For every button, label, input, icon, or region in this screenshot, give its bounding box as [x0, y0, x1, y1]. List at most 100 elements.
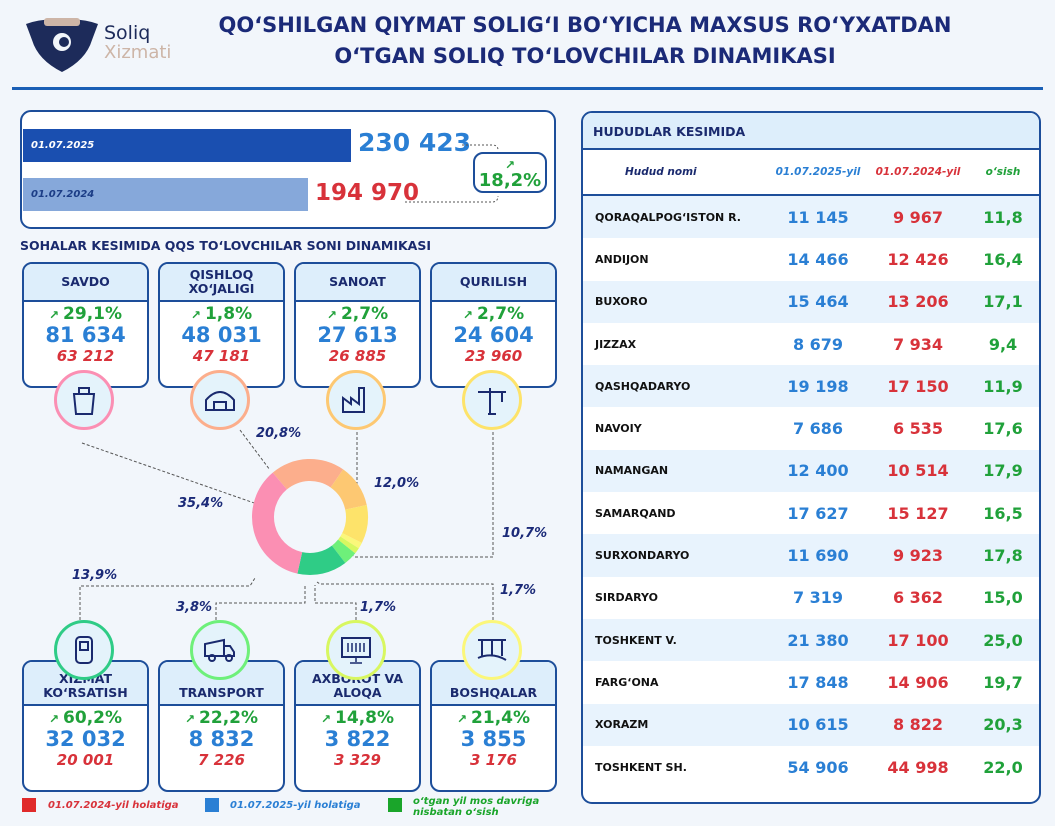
header-divider: [12, 87, 1043, 90]
sector-growth: ↗ 1,8%: [160, 304, 283, 324]
sector-name: QURILISH: [432, 264, 555, 302]
sector-value-2024: 3 329: [334, 751, 381, 769]
region-2025: 17 848: [787, 672, 849, 692]
soliq-xizmati-logo: [22, 10, 192, 78]
table-body: QORAQALPOG‘ISTON R. 11 145 9 967 11,8 AN…: [583, 196, 1039, 788]
legend-swatch-2025: [205, 798, 219, 812]
value-2025: 230 423: [358, 128, 472, 157]
table-row: QASHQADARYO 19 198 17 150 11,9: [583, 365, 1039, 408]
sector-value-2025: 48 031: [181, 323, 262, 347]
region-2024: 7 934: [892, 334, 944, 354]
region-name: SURXONDARYO: [595, 549, 690, 563]
share-label-transport: 3,8%: [176, 600, 213, 615]
region-growth: 9,4: [988, 334, 1018, 354]
sector-name: SANOAT: [296, 264, 419, 302]
region-growth: 17,1: [983, 292, 1023, 312]
region-2025: 19 198: [787, 376, 849, 396]
page-title: QO‘SHILGAN QIYMAT SOLIG‘I BO‘YICHA MAXSU…: [190, 10, 980, 72]
trend-up-icon: ↗: [48, 712, 60, 726]
header-2025: 01.07.2025-yil: [775, 166, 861, 178]
logo-text-xizmati: Xizmati: [104, 42, 172, 63]
trend-up-icon: ↗: [326, 308, 337, 322]
region-name: TOSHKENT SH.: [595, 760, 687, 774]
region-2025: 11 690: [787, 546, 849, 566]
region-2024: 8 822: [892, 715, 944, 735]
sector-growth-value: 22,2%: [199, 708, 259, 728]
region-2025: 21 380: [787, 630, 849, 650]
regions-title: HUDUDLAR KESIMIDA: [583, 113, 1039, 150]
region-2025: 17 627: [787, 503, 849, 523]
table-row: FARG‘ONA 17 848 14 906 19,7: [583, 661, 1039, 703]
table-row: XORAZM 10 615 8 822 20,3: [583, 703, 1039, 746]
region-2025: 10 615: [787, 715, 849, 735]
trend-up-icon: ↗: [456, 712, 468, 726]
sector-name: SAVDO: [24, 264, 147, 302]
sector-value-2024: 23 960: [464, 347, 523, 365]
region-name: NAVOIY: [595, 422, 642, 436]
region-growth: 19,7: [983, 672, 1023, 692]
trend-up-icon: ↗: [320, 712, 332, 726]
region-2024: 12 426: [887, 249, 949, 269]
table-header-row: Hudud nomi 01.07.2025-yil 01.07.2024-yil…: [583, 150, 1039, 196]
region-2024: 14 906: [887, 672, 949, 692]
trend-up-icon: ↗: [190, 308, 201, 322]
trend-up-icon: ↗: [462, 308, 473, 322]
header-growth: o‘sish: [985, 166, 1021, 178]
share-label-sanoat: 12,0%: [374, 476, 420, 491]
sector-growth-value: 60,2%: [63, 708, 123, 728]
sector-value-2025: 32 032: [45, 727, 126, 751]
header-region: Hudud nomi: [625, 166, 697, 178]
greenhouse-icon: [190, 370, 250, 430]
region-2024: 10 514: [887, 461, 949, 481]
region-growth: 11,9: [983, 376, 1023, 396]
share-label-qishloq: 20,8%: [256, 426, 302, 441]
region-2025: 11 145: [787, 207, 849, 227]
region-name: FARG‘ONA: [595, 675, 659, 689]
sector-value-2024: 20 001: [56, 751, 115, 769]
region-name: XORAZM: [595, 718, 649, 732]
growth-value: 18,2%: [478, 170, 542, 191]
sector-growth-value: 21,4%: [471, 708, 531, 728]
table-row: NAMANGAN 12 400 10 514 17,9: [583, 449, 1039, 493]
table-row: ANDIJON 14 466 12 426 16,4: [583, 238, 1039, 280]
sector-growth: ↗ 21,4%: [432, 708, 555, 728]
sector-value-2024: 63 212: [56, 347, 115, 365]
summary-connectors: [405, 144, 499, 203]
trend-up-icon: ↗: [504, 158, 516, 172]
sector-value-2025: 24 604: [453, 323, 534, 347]
donut-segment: [252, 472, 303, 574]
bar-2024: 01.07.2024: [23, 178, 308, 211]
bar-2025: 01.07.2025: [23, 129, 351, 162]
region-name: JIZZAX: [595, 337, 637, 351]
logo-text-soliq: Soliq: [104, 22, 151, 44]
sector-growth: ↗ 14,8%: [296, 708, 419, 728]
region-name: TOSHKENT V.: [595, 633, 677, 647]
region-2024: 44 998: [887, 757, 949, 777]
region-2025: 15 464: [787, 292, 849, 312]
share-label-axborot: 1,7%: [360, 600, 397, 615]
sector-growth-value: 29,1%: [63, 304, 123, 324]
region-2024: 9 923: [892, 546, 944, 566]
eagle-emblem-icon: [26, 18, 98, 72]
sector-card: TRANSPORT ↗ 22,2% 8 832 7 226: [158, 660, 285, 792]
donut-segment: [331, 539, 356, 564]
sector-name: TRANSPORT: [160, 662, 283, 706]
trend-up-icon: ↗: [184, 712, 196, 726]
donut-segment: [338, 536, 359, 554]
region-2024: 6 362: [892, 588, 944, 608]
sector-card: QISHLOQ XO‘JALIGI ↗ 1,8% 48 031 47 181: [158, 262, 285, 388]
sector-growth: ↗ 29,1%: [24, 304, 147, 324]
sectors-title: SOHALAR KESIMIDA QQS TO‘LOVCHILAR SONI D…: [20, 238, 432, 253]
sector-growth: ↗ 60,2%: [24, 708, 147, 728]
table-row: JIZZAX 8 679 7 934 9,4: [583, 323, 1039, 365]
truck-icon: [190, 620, 250, 680]
share-label-boshqalar: 1,7%: [500, 583, 537, 598]
region-name: QORAQALPOG‘ISTON R.: [595, 210, 741, 224]
monitor-icon: [326, 620, 386, 680]
region-growth: 20,3: [983, 715, 1023, 735]
sector-value-2024: 7 226: [198, 751, 245, 769]
value-2024: 194 970: [315, 180, 420, 206]
legend-label-2025: 01.07.2025-yil holatiga: [230, 800, 361, 811]
region-name: SIRDARYO: [595, 591, 658, 605]
fuel-pump-icon: [54, 620, 114, 680]
